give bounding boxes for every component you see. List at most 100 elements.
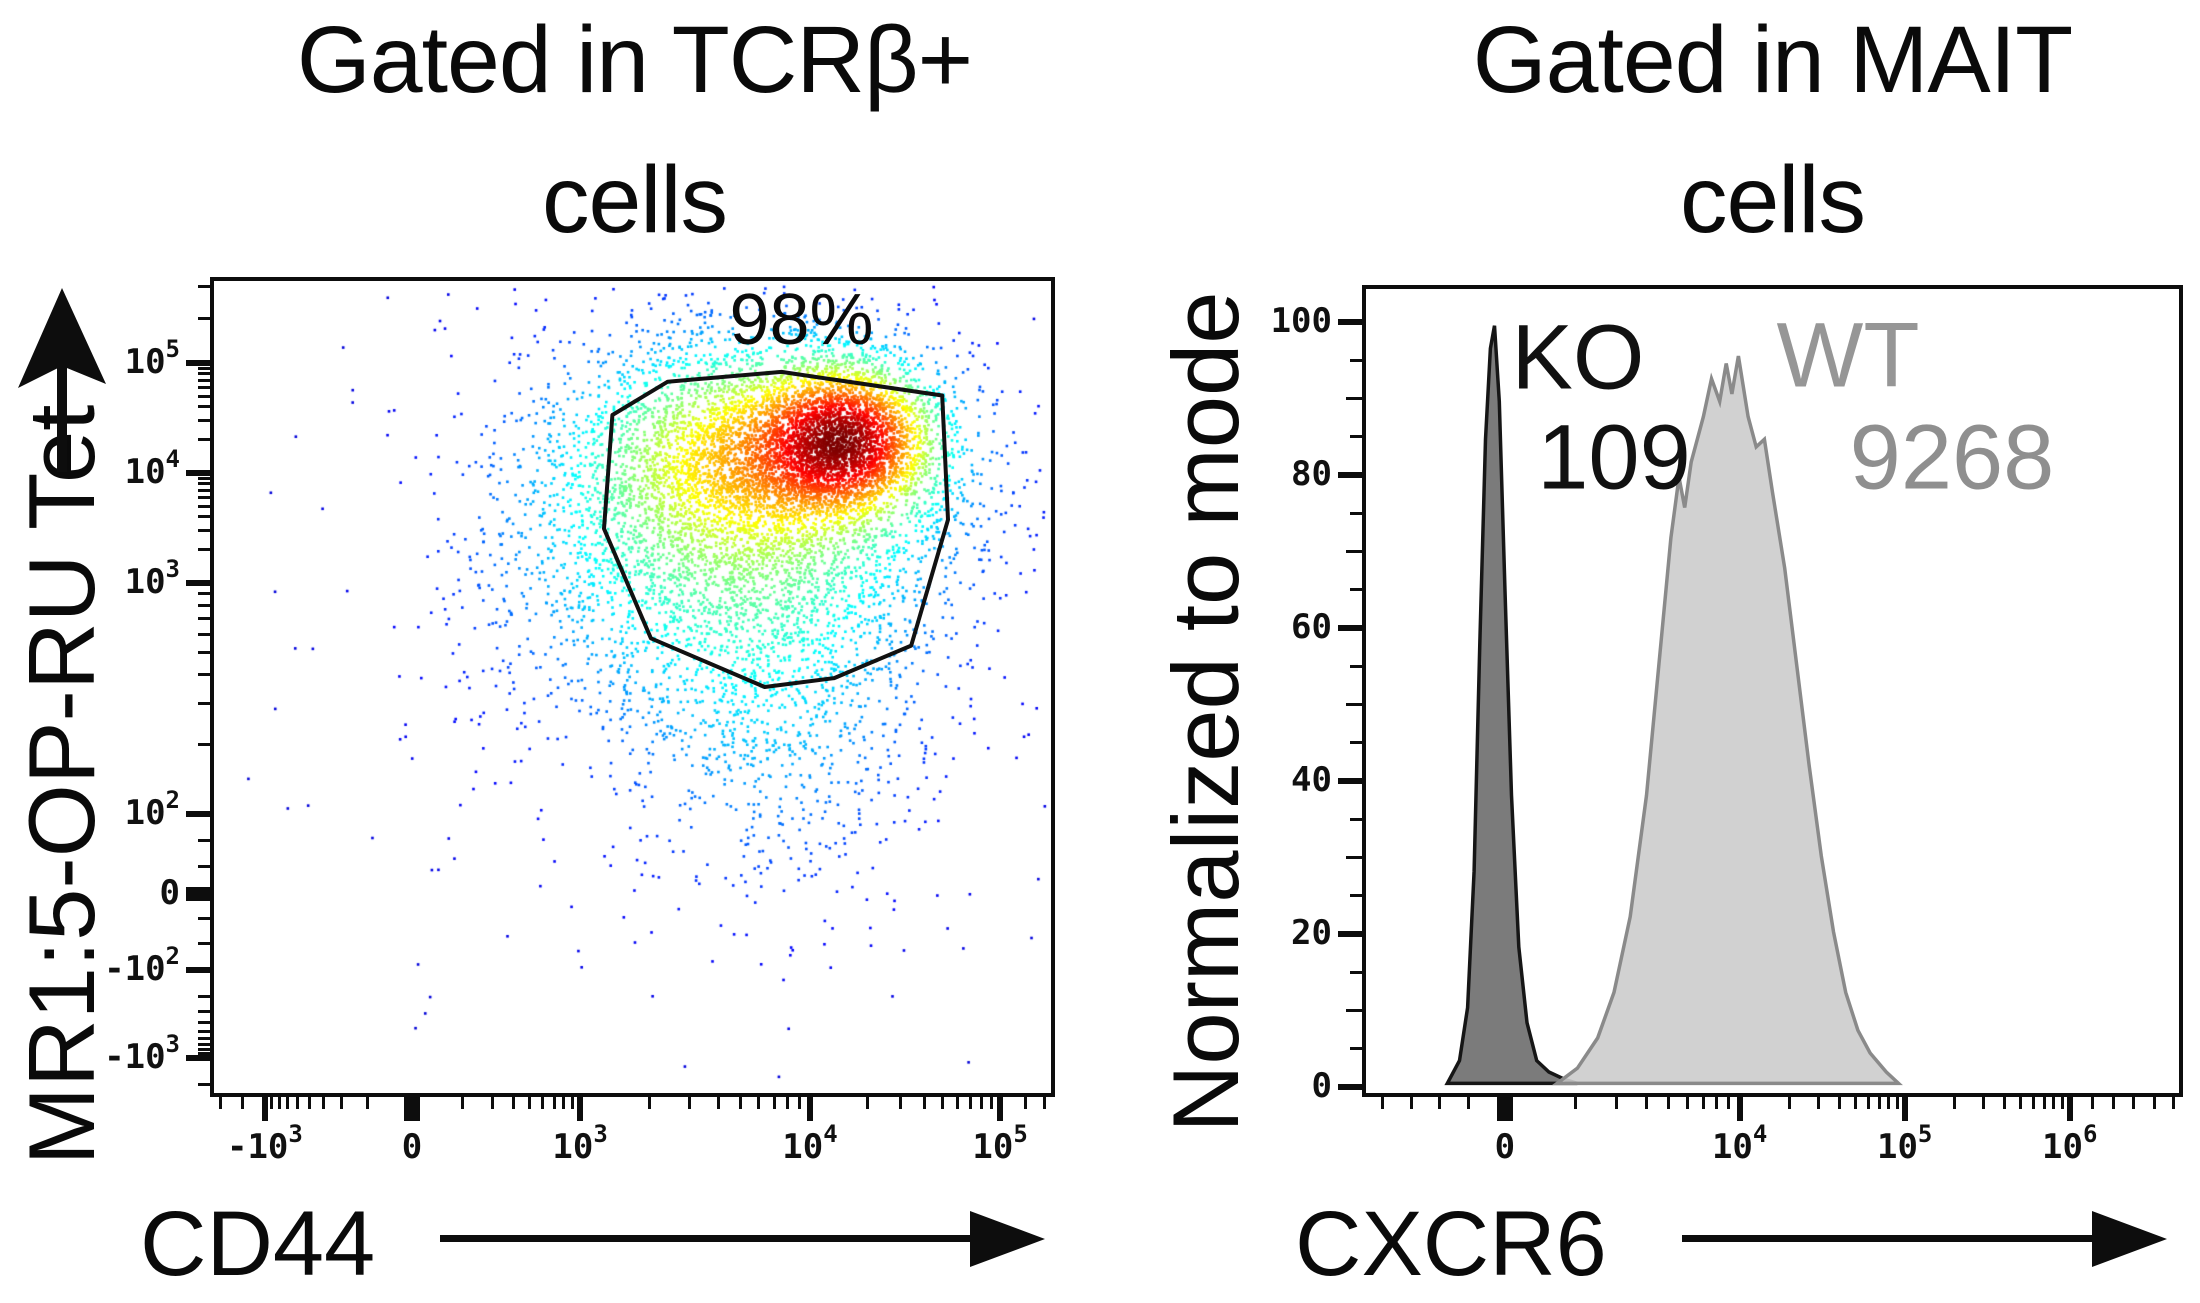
y-minor-tick: [198, 405, 210, 409]
x-minor-tick: [1816, 1097, 1820, 1109]
right-histogram-plot: [1362, 285, 2183, 1097]
x-minor-tick: [218, 1097, 222, 1109]
tick-label-base: 0: [1311, 1066, 1332, 1107]
x-minor-tick: [286, 1097, 290, 1109]
y-major-tick: [186, 1054, 210, 1061]
ko-stat-value: 109: [1537, 406, 1691, 509]
y-minor-tick: [198, 515, 210, 519]
x-major-tick: [2066, 1097, 2073, 1121]
x-minor-tick: [1438, 1097, 1442, 1109]
tick-label: 104: [1670, 1120, 1810, 1167]
y-minor-tick: [198, 1047, 210, 1051]
y-axis-up-arrow-icon: [18, 288, 106, 472]
x-minor-tick: [757, 1097, 761, 1109]
x-minor-tick: [1853, 1097, 1857, 1109]
x-minor-tick: [296, 1097, 300, 1109]
y-minor-tick: [198, 1036, 210, 1040]
cd44-axis-arrow-icon: [440, 1211, 1045, 1267]
x-minor-tick: [865, 1097, 869, 1109]
x-minor-tick: [2152, 1097, 2156, 1109]
y-major-tick: [186, 886, 210, 901]
wt-series-label: WT: [1776, 304, 1920, 407]
x-minor-tick: [647, 1097, 651, 1109]
x-minor-tick: [1381, 1097, 1385, 1109]
x-minor-tick: [2002, 1097, 2006, 1109]
x-minor-tick: [716, 1097, 720, 1109]
x-minor-tick: [1715, 1097, 1719, 1109]
tick-label: 105: [930, 1120, 1070, 1167]
wt-histogram-curve: [1551, 355, 1903, 1086]
x-minor-tick: [1837, 1097, 1841, 1109]
y-minor-tick: [198, 528, 210, 532]
tick-label: 0: [1435, 1127, 1575, 1167]
tick-label: 103: [70, 555, 180, 602]
y-minor-tick: [198, 285, 210, 289]
y-major-tick: [186, 469, 210, 476]
gate-percent-label: 98%: [729, 280, 874, 361]
y-minor-tick: [198, 1021, 210, 1025]
x-minor-tick: [307, 1097, 311, 1109]
y-minor-tick: [1346, 702, 1362, 706]
y-minor-tick: [1346, 397, 1362, 401]
x-minor-tick: [1952, 1097, 1956, 1109]
x-minor-tick: [739, 1097, 743, 1109]
x-minor-tick: [1023, 1097, 1027, 1109]
x-minor-tick: [1895, 1097, 1899, 1109]
tick-label-base: 10: [1711, 1127, 1753, 1167]
x-minor-tick: [490, 1097, 494, 1109]
y-major-tick: [1338, 319, 1362, 326]
x-minor-tick: [511, 1097, 515, 1109]
x-minor-tick: [1787, 1097, 1791, 1109]
pseudocolor-scatter-canvas: [214, 281, 1051, 1093]
y-major-tick: [186, 811, 210, 818]
tick-label: -103: [195, 1120, 335, 1167]
tick-label-exponent: 4: [165, 444, 180, 473]
tick-label-base: 10: [1876, 1127, 1918, 1167]
y-minor-tick: [1350, 358, 1362, 362]
tick-label: 100: [1222, 301, 1332, 341]
x-minor-tick: [240, 1097, 244, 1109]
x-minor-tick: [980, 1097, 984, 1109]
x-major-tick: [1901, 1097, 1908, 1121]
y-minor-tick: [198, 673, 210, 677]
x-minor-tick: [2052, 1097, 2056, 1109]
x-minor-tick: [1701, 1097, 1705, 1109]
gate-polygon: [602, 369, 950, 689]
y-minor-tick: [1350, 664, 1362, 668]
x-major-tick: [1496, 1097, 1513, 1121]
gate-overlay: [602, 369, 950, 689]
x-minor-tick: [340, 1097, 344, 1109]
x-minor-tick: [552, 1097, 556, 1109]
y-minor-tick: [198, 1083, 210, 1087]
x-minor-tick: [1887, 1097, 1891, 1109]
y-minor-tick: [1346, 1009, 1362, 1013]
y-minor-tick: [198, 650, 210, 654]
tick-label-exponent: 4: [823, 1120, 838, 1148]
ko-histogram-curve: [1444, 325, 1578, 1086]
y-minor-tick: [198, 385, 210, 389]
tick-label-base: 80: [1291, 454, 1332, 494]
tick-label-exponent: 3: [165, 554, 180, 583]
x-minor-tick: [2018, 1097, 2022, 1109]
tick-label-exponent: 4: [1752, 1120, 1768, 1148]
y-minor-tick: [198, 378, 210, 382]
tick-label-base: 60: [1291, 606, 1332, 647]
left-panel-title-line1: Gated in TCRβ+: [296, 7, 973, 113]
tick-label-base: 0: [1494, 1127, 1516, 1167]
tick-label: 60: [1222, 607, 1332, 647]
tick-label-base: 10: [2041, 1127, 2083, 1167]
y-minor-tick: [1350, 511, 1362, 515]
tick-label: 102: [70, 786, 180, 833]
y-minor-tick: [198, 838, 210, 842]
y-minor-tick: [198, 482, 210, 486]
x-minor-tick: [461, 1097, 465, 1109]
x-major-tick: [997, 1097, 1004, 1121]
x-minor-tick: [2111, 1097, 2115, 1109]
y-major-tick: [186, 579, 210, 586]
x-minor-tick: [527, 1097, 531, 1109]
y-major-tick: [1338, 472, 1362, 478]
y-minor-tick: [198, 495, 210, 499]
tick-label: 105: [1835, 1120, 1975, 1167]
y-minor-tick: [198, 419, 210, 423]
x-minor-tick: [1667, 1097, 1671, 1109]
